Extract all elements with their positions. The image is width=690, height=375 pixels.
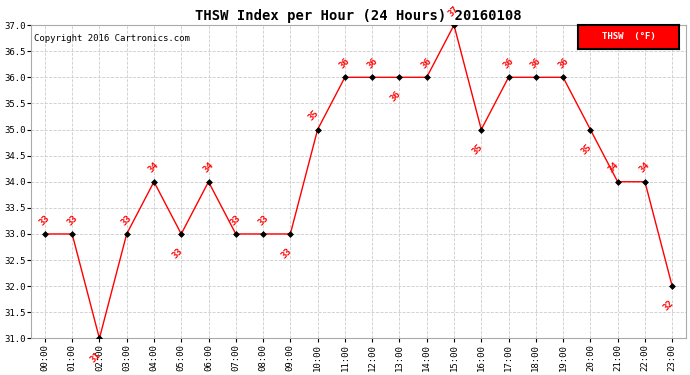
Text: 36: 36	[529, 56, 543, 70]
Text: 33: 33	[65, 213, 79, 227]
Text: 33: 33	[256, 213, 270, 227]
Text: 36: 36	[556, 56, 570, 70]
Text: 36: 36	[365, 56, 379, 70]
Text: 36: 36	[420, 56, 434, 70]
Text: 33: 33	[170, 246, 184, 260]
Text: 35: 35	[579, 142, 593, 156]
Text: 34: 34	[147, 161, 161, 175]
Text: 31: 31	[88, 351, 102, 365]
Text: Copyright 2016 Cartronics.com: Copyright 2016 Cartronics.com	[34, 34, 190, 44]
Text: 37: 37	[447, 4, 461, 18]
Text: 34: 34	[201, 161, 215, 175]
Text: 35: 35	[306, 109, 320, 123]
Title: THSW Index per Hour (24 Hours) 20160108: THSW Index per Hour (24 Hours) 20160108	[195, 9, 522, 22]
Text: 33: 33	[119, 213, 134, 227]
Text: 36: 36	[388, 90, 402, 104]
Text: 35: 35	[470, 142, 484, 156]
Text: 33: 33	[38, 213, 52, 227]
Text: 36: 36	[338, 56, 352, 70]
Text: 33: 33	[229, 213, 243, 227]
Text: 36: 36	[502, 56, 515, 70]
Text: 34: 34	[607, 161, 620, 175]
Text: 33: 33	[279, 246, 293, 260]
Text: 32: 32	[661, 298, 675, 313]
Text: 34: 34	[638, 161, 652, 175]
